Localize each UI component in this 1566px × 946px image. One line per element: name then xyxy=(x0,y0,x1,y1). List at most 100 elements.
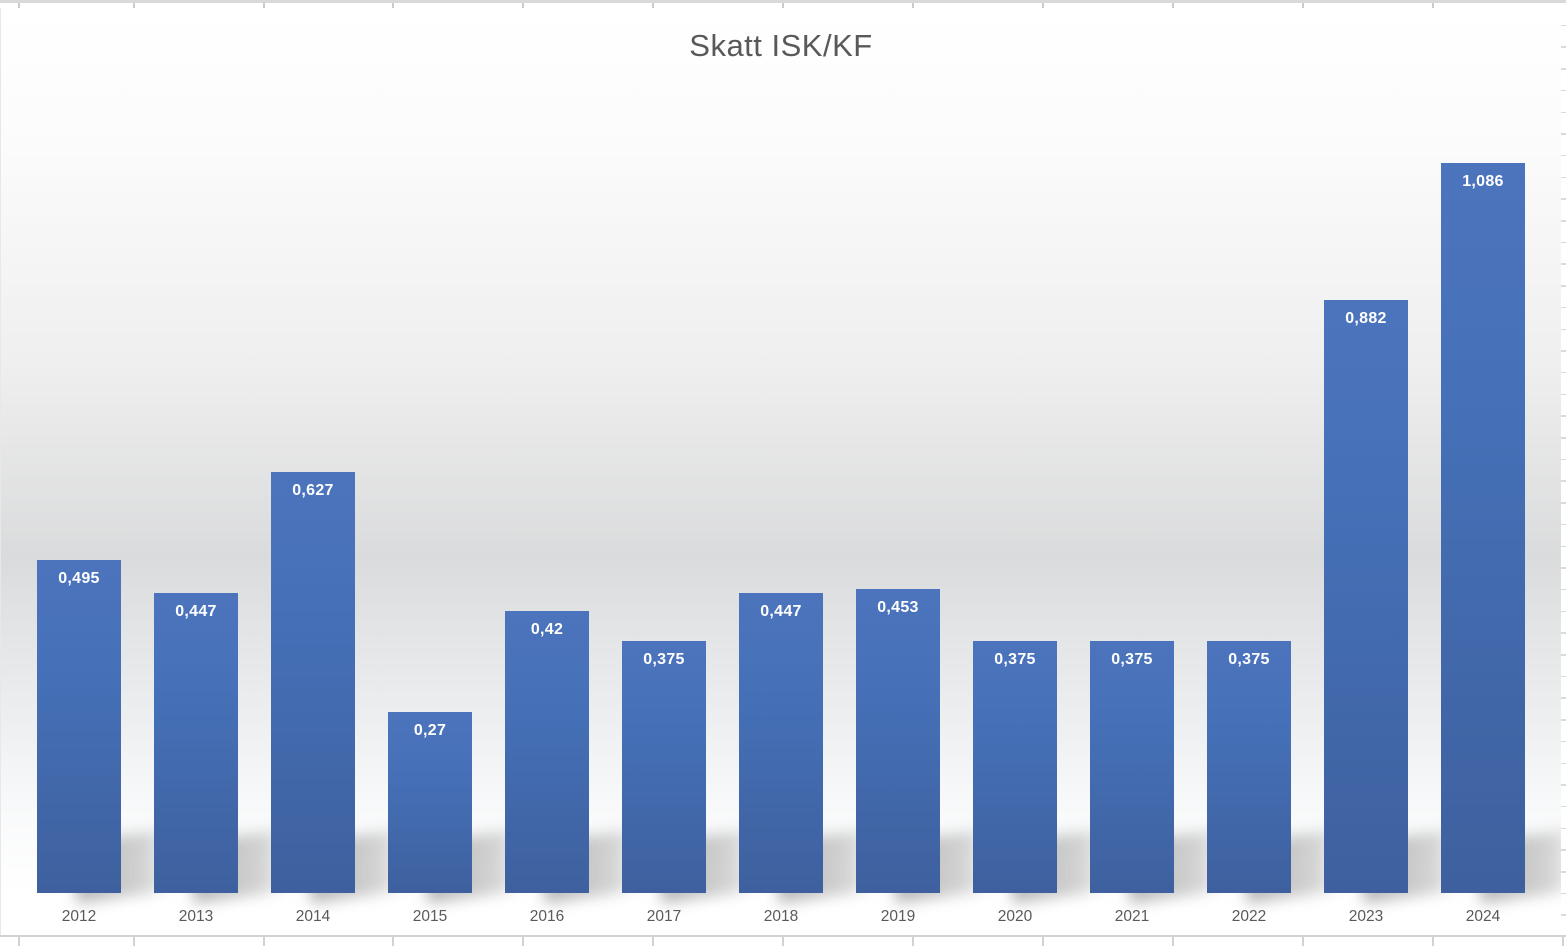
column-gridline xyxy=(1172,937,1174,946)
row-gridline xyxy=(1561,871,1566,873)
row-gridline xyxy=(1561,740,1566,743)
column-gridline-tick xyxy=(392,3,394,8)
x-axis-label: 2013 xyxy=(178,908,214,925)
column-gridline xyxy=(1562,937,1564,946)
x-axis-label: 2017 xyxy=(646,908,682,925)
column-gridline-tick xyxy=(1172,3,1174,8)
x-axis-label: 2020 xyxy=(997,908,1033,925)
sheet-top-row-border xyxy=(0,0,1566,3)
row-gridline xyxy=(1561,805,1566,808)
bar-2017[interactable]: 0,375 xyxy=(622,641,706,893)
bar-2012[interactable]: 0,495 xyxy=(37,560,121,893)
row-gridline xyxy=(1561,263,1566,265)
x-axis-label: 2016 xyxy=(529,908,565,925)
bar-value-label: 0,375 xyxy=(643,651,685,668)
column-gridline xyxy=(782,937,784,946)
column-gridline xyxy=(1042,937,1044,946)
bar-2015[interactable]: 0,27 xyxy=(388,712,472,893)
row-gridline xyxy=(1561,458,1566,461)
row-gridline xyxy=(1561,892,1566,895)
column-gridline-tick xyxy=(1302,3,1304,8)
x-axis-label: 2018 xyxy=(763,908,799,925)
bar-value-label: 0,42 xyxy=(530,621,564,638)
row-gridline xyxy=(1561,654,1566,656)
x-axis-label: 2024 xyxy=(1465,908,1501,925)
x-axis-label: 2014 xyxy=(295,908,331,925)
row-gridline xyxy=(1561,220,1566,222)
column-gridline-tick xyxy=(782,3,784,8)
bar-value-label: 0,453 xyxy=(877,599,919,616)
row-gridline xyxy=(1561,306,1566,309)
row-gridline xyxy=(1561,89,1566,92)
plot-area: 0,495 2012 0,447 2013 0,627 2014 0,27 2015 0,42 2… xyxy=(1,8,1561,935)
column-gridline-tick xyxy=(263,3,265,8)
bar-2020[interactable]: 0,375 xyxy=(973,641,1057,893)
column-gridline xyxy=(392,937,394,946)
row-gridline xyxy=(1561,46,1566,48)
bar-2019[interactable]: 0,453 xyxy=(856,589,940,893)
bar-2023[interactable]: 0,882 xyxy=(1324,300,1408,893)
x-axis-label: 2012 xyxy=(61,908,97,925)
row-gridline xyxy=(1561,350,1566,352)
column-gridline xyxy=(652,937,654,946)
bar-value-label: 0,627 xyxy=(292,482,334,499)
row-gridline xyxy=(1561,502,1566,504)
bar-2024[interactable]: 1,086 xyxy=(1441,163,1525,893)
row-gridline xyxy=(1561,480,1566,482)
row-gridline xyxy=(1561,24,1566,27)
bar-value-label: 0,375 xyxy=(1111,651,1153,668)
row-gridline xyxy=(1561,588,1566,591)
row-gridline xyxy=(1561,914,1566,916)
row-gridline xyxy=(1561,567,1566,569)
column-gridline xyxy=(133,937,135,946)
sheet-bottom-row-line xyxy=(0,935,1566,937)
row-gridline xyxy=(1561,285,1566,287)
row-gridline xyxy=(1561,437,1566,439)
bar-value-label: 1,086 xyxy=(1462,173,1504,190)
x-axis-label: 2019 xyxy=(880,908,916,925)
bar-value-label: 0,447 xyxy=(760,603,802,620)
sheet-right-sliver xyxy=(1561,3,1566,935)
column-gridline xyxy=(1432,937,1434,946)
bar-2013[interactable]: 0,447 xyxy=(154,593,238,893)
row-gridline xyxy=(1561,241,1566,244)
x-axis-label: 2022 xyxy=(1231,908,1267,925)
bar-2022[interactable]: 0,375 xyxy=(1207,641,1291,893)
column-gridline-tick xyxy=(652,3,654,8)
row-gridline xyxy=(1561,198,1566,200)
bar-2018[interactable]: 0,447 xyxy=(739,593,823,893)
row-gridline xyxy=(1561,719,1566,721)
bar-value-label: 0,27 xyxy=(413,722,447,739)
column-gridline-tick xyxy=(18,3,20,8)
row-gridline xyxy=(1561,111,1566,113)
bar-value-label: 0,882 xyxy=(1345,310,1387,327)
row-gridline xyxy=(1561,328,1566,330)
row-gridline xyxy=(1561,762,1566,764)
column-gridline-tick xyxy=(912,3,914,8)
bar-2021[interactable]: 0,375 xyxy=(1090,641,1174,893)
x-axis-label: 2021 xyxy=(1114,908,1150,925)
column-gridline xyxy=(1302,937,1304,946)
column-gridline-tick xyxy=(133,3,135,8)
bar-value-label: 0,447 xyxy=(175,603,217,620)
column-gridline xyxy=(263,937,265,946)
row-gridline xyxy=(1561,545,1566,547)
bar-2016[interactable]: 0,42 xyxy=(505,611,589,893)
row-gridline xyxy=(1561,784,1566,786)
bar-2014[interactable]: 0,627 xyxy=(271,472,355,893)
chart-area[interactable]: Skatt ISK/KF 0,495 2012 0,447 2013 0,627 2014… xyxy=(0,8,1563,935)
row-gridline xyxy=(1561,827,1566,830)
row-gridline xyxy=(1561,415,1566,417)
row-gridline xyxy=(1561,133,1566,135)
column-gridline xyxy=(912,937,914,946)
x-axis-label: 2023 xyxy=(1348,908,1384,925)
bar-value-label: 0,375 xyxy=(1228,651,1270,668)
row-gridline xyxy=(1561,393,1566,396)
row-gridline xyxy=(1561,154,1566,157)
column-gridline-tick xyxy=(522,3,524,8)
row-gridline xyxy=(1561,675,1566,678)
column-gridline xyxy=(18,937,20,946)
row-gridline xyxy=(1561,632,1566,634)
bar-value-label: 0,495 xyxy=(58,570,100,587)
chart-title[interactable]: Skatt ISK/KF xyxy=(689,28,873,63)
